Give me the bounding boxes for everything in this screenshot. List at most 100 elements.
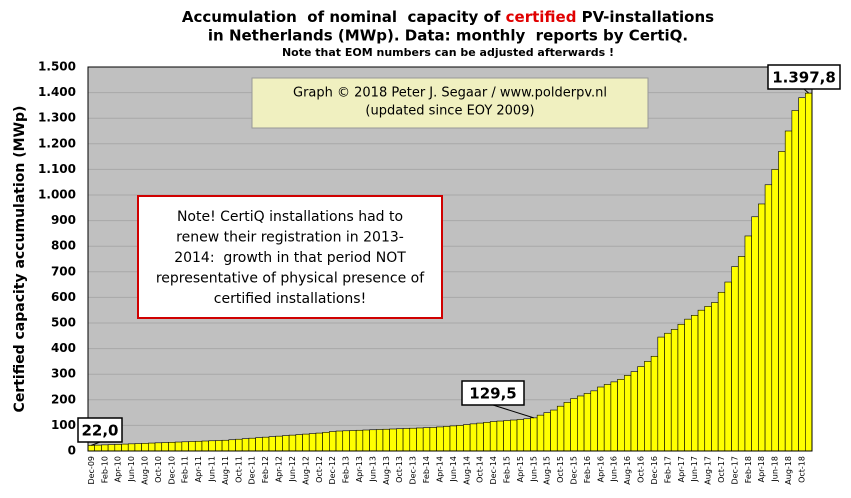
bar — [121, 443, 129, 452]
bar — [396, 428, 404, 452]
bar — [731, 266, 739, 452]
bar — [637, 366, 645, 452]
x-tick-label: Dec-17 — [730, 456, 739, 485]
value-label-box — [461, 380, 525, 406]
x-tick-label: Feb-10 — [100, 456, 109, 483]
bar — [670, 329, 679, 452]
bar — [402, 428, 411, 452]
plot-border — [87, 66, 813, 452]
y-tick-label: 400 — [51, 341, 76, 355]
y-tick-label: 800 — [51, 239, 76, 253]
note-text: renew their registration in 2013- — [176, 230, 404, 246]
note-text: 2014: growth in that period NOT — [174, 250, 406, 266]
bar — [409, 427, 417, 452]
bar — [463, 424, 471, 452]
x-tick-label: Apr-18 — [757, 456, 766, 482]
bar — [791, 110, 799, 452]
bar — [248, 437, 256, 452]
bar — [771, 169, 779, 452]
bar — [758, 203, 766, 452]
x-tick-label: Apr-12 — [275, 456, 284, 482]
bar — [523, 418, 531, 452]
bar — [114, 444, 122, 452]
bar — [764, 184, 773, 452]
y-tick-label: 100 — [51, 418, 76, 432]
x-tick-label: Aug-13 — [382, 456, 391, 485]
value-label: 22,0 — [81, 422, 118, 440]
bar — [617, 379, 625, 452]
bar — [416, 427, 424, 452]
x-tick-label: Jun-10 — [127, 456, 136, 483]
x-tick-label: Dec-14 — [489, 456, 498, 485]
credit-box — [251, 77, 649, 129]
y-tick-label: 1.300 — [38, 111, 76, 125]
bar — [530, 417, 538, 452]
bar — [94, 444, 102, 452]
bar — [342, 430, 350, 452]
bar — [442, 426, 451, 452]
title-part: PV-installations — [576, 8, 714, 26]
x-tick-label: Oct-18 — [797, 456, 806, 483]
x-tick-label: Aug-15 — [543, 456, 552, 485]
bar — [476, 422, 484, 452]
x-tick-label: Feb-18 — [744, 456, 753, 483]
bar — [87, 445, 96, 452]
x-tick-label: Oct-10 — [154, 456, 163, 483]
bar — [302, 433, 310, 452]
bar — [215, 440, 223, 452]
bar — [664, 332, 672, 452]
bar — [275, 435, 283, 452]
x-tick-label: Feb-17 — [663, 456, 672, 483]
bar — [784, 130, 793, 452]
value-label-box — [77, 417, 123, 443]
bar — [644, 361, 652, 452]
value-label: 129,5 — [469, 385, 516, 403]
x-tick-label: Dec-15 — [570, 456, 579, 485]
bar — [657, 336, 665, 452]
bar — [255, 437, 263, 452]
x-tick-label: Jun-11 — [208, 456, 217, 483]
x-tick-label: Oct-17 — [717, 456, 726, 483]
x-tick-label: Jun-18 — [771, 456, 780, 483]
x-tick-label: Jun-16 — [610, 456, 619, 483]
bar — [469, 423, 478, 452]
bar — [295, 434, 303, 452]
y-tick-label: 500 — [51, 316, 76, 330]
y-tick-label: 200 — [51, 392, 76, 406]
bar — [489, 421, 498, 452]
x-tick-label: Oct-14 — [476, 456, 485, 483]
bar — [449, 425, 458, 452]
bar — [134, 443, 142, 452]
value-label-box — [767, 64, 841, 90]
y-tick-label: 700 — [51, 264, 76, 278]
x-tick-label: Feb-11 — [181, 456, 190, 483]
y-tick-label: 1.500 — [38, 60, 76, 74]
bar — [161, 442, 169, 452]
bar — [322, 432, 330, 452]
bar — [349, 430, 357, 452]
x-tick-label: Dec-13 — [409, 456, 418, 485]
title-part: Accumulation of nominal capacity of — [182, 8, 506, 26]
bar — [590, 390, 598, 452]
bar — [228, 439, 236, 452]
bar — [577, 395, 585, 452]
bar — [583, 393, 592, 452]
y-tick-label: 1.400 — [38, 85, 76, 99]
note-text: Note! CertiQ installations had to — [177, 209, 403, 225]
bar — [610, 381, 618, 452]
x-tick-label: Dec-10 — [167, 456, 176, 485]
bar — [563, 402, 571, 452]
x-tick-label: Jun-17 — [690, 456, 699, 483]
bar — [329, 431, 337, 452]
bar — [201, 440, 209, 452]
note-box — [137, 195, 443, 319]
bar — [141, 443, 149, 452]
bar — [221, 439, 230, 452]
x-tick-label: Feb-13 — [342, 456, 351, 483]
note-text: certified installations! — [214, 291, 366, 307]
bar — [496, 420, 504, 452]
bar — [543, 412, 551, 452]
x-tick-label: Jun-14 — [449, 456, 458, 483]
y-axis-label: Certified capacity accumulation (MWp) — [12, 106, 28, 413]
